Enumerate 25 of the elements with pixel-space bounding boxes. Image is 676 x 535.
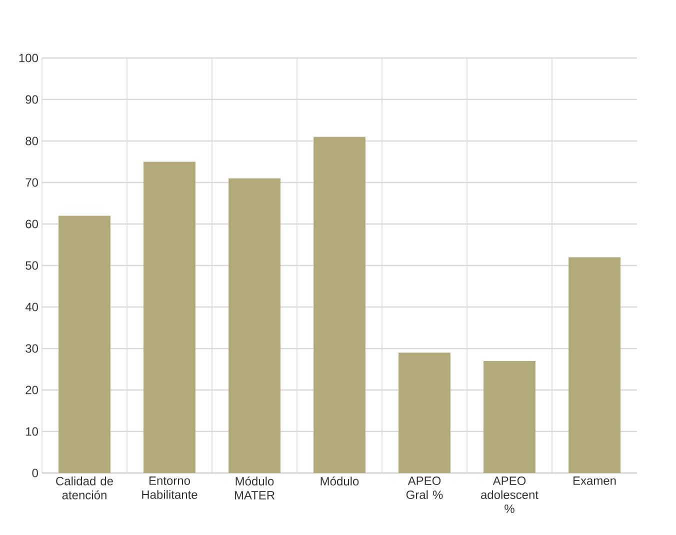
- x-tick-label: Entorno Habilitante: [142, 476, 198, 499]
- bar: [144, 162, 196, 473]
- y-tick-label: 90: [26, 95, 38, 104]
- x-tick-label: Calidad de atención: [56, 476, 113, 500]
- bar: [228, 178, 281, 473]
- x-tick-label: Examen: [573, 476, 616, 485]
- bar: [398, 352, 450, 473]
- y-tick-label: 100: [19, 54, 38, 62]
- x-tick-label: Módulo: [320, 476, 359, 486]
- bar: [484, 360, 536, 473]
- y-tick-label: 40: [25, 302, 38, 312]
- bar: [58, 216, 110, 473]
- x-tick-label: APEO adolescent %: [480, 476, 538, 513]
- x-tick-label: Módulo MATER: [234, 476, 275, 500]
- y-tick-label: 80: [26, 136, 38, 146]
- y-tick-label: 10: [26, 427, 38, 436]
- y-tick-label: 60: [26, 220, 38, 228]
- y-tick-label: 0: [32, 468, 38, 478]
- y-tick-label: 20: [26, 386, 38, 394]
- y-tick-label: 70: [26, 178, 38, 187]
- bar: [568, 257, 621, 473]
- y-tick-label: 30: [26, 344, 38, 353]
- y-tick-label: 50: [26, 261, 38, 270]
- x-tick-label: APEO Gral %: [406, 476, 443, 500]
- bar: [314, 136, 366, 473]
